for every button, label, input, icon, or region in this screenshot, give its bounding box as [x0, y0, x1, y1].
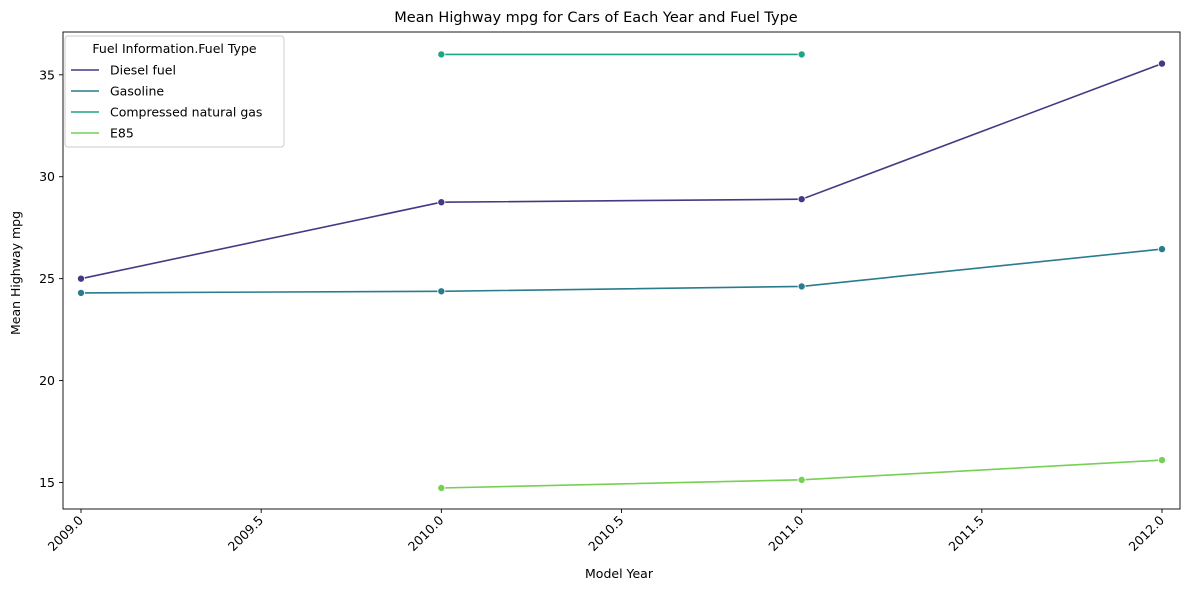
series-3 — [437, 456, 1166, 493]
legend-label: Compressed natural gas — [110, 105, 262, 120]
x-axis-label: Model Year — [585, 566, 654, 581]
y-tick-label: 15 — [39, 475, 55, 490]
series-1 — [77, 245, 1166, 297]
data-point — [797, 475, 806, 484]
data-point — [1157, 59, 1166, 68]
legend-item: E85 — [71, 126, 134, 141]
legend-item: Diesel fuel — [71, 63, 176, 78]
data-point — [437, 287, 446, 296]
legend-label: Gasoline — [110, 84, 164, 99]
legend-label: E85 — [110, 126, 134, 141]
data-point — [437, 484, 446, 493]
legend-title: Fuel Information.Fuel Type — [92, 41, 256, 56]
data-point — [77, 288, 86, 297]
series-2 — [437, 50, 806, 59]
series-line — [80, 62, 1163, 280]
data-point — [437, 50, 446, 59]
data-point — [797, 282, 806, 291]
data-point — [1157, 245, 1166, 254]
legend-label: Diesel fuel — [110, 63, 176, 78]
data-point — [437, 198, 446, 207]
legend-box — [64, 35, 285, 148]
legend-item: Gasoline — [71, 84, 164, 99]
y-axis-label: Mean Highway mpg — [8, 211, 23, 335]
legend: Fuel Information.Fuel Type Diesel fuel Gas… — [64, 35, 285, 148]
data-point — [77, 274, 86, 283]
chart-title: Mean Highway mpg for Cars of Each Year a… — [394, 10, 797, 26]
y-tick-label: 35 — [39, 67, 55, 82]
series-0 — [77, 59, 1166, 283]
series-line — [80, 248, 1163, 294]
y-tick-label: 20 — [39, 373, 55, 388]
y-tick-label: 25 — [39, 271, 55, 286]
legend-item: Compressed natural gas — [71, 105, 262, 120]
y-tick-label: 30 — [39, 169, 55, 184]
data-point — [797, 195, 806, 204]
data-point — [797, 50, 806, 59]
data-point — [1157, 456, 1166, 465]
